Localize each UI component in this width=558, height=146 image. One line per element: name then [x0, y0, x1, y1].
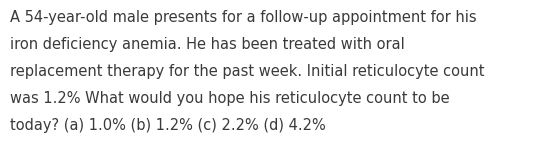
Text: A 54-year-old male presents for a follow-up appointment for his: A 54-year-old male presents for a follow… [10, 10, 477, 25]
Text: today? (a) 1.0% (b) 1.2% (c) 2.2% (d) 4.2%: today? (a) 1.0% (b) 1.2% (c) 2.2% (d) 4.… [10, 118, 326, 133]
Text: replacement therapy for the past week. Initial reticulocyte count: replacement therapy for the past week. I… [10, 64, 484, 79]
Text: iron deficiency anemia. He has been treated with oral: iron deficiency anemia. He has been trea… [10, 37, 405, 52]
Text: was 1.2% What would you hope his reticulocyte count to be: was 1.2% What would you hope his reticul… [10, 91, 450, 106]
